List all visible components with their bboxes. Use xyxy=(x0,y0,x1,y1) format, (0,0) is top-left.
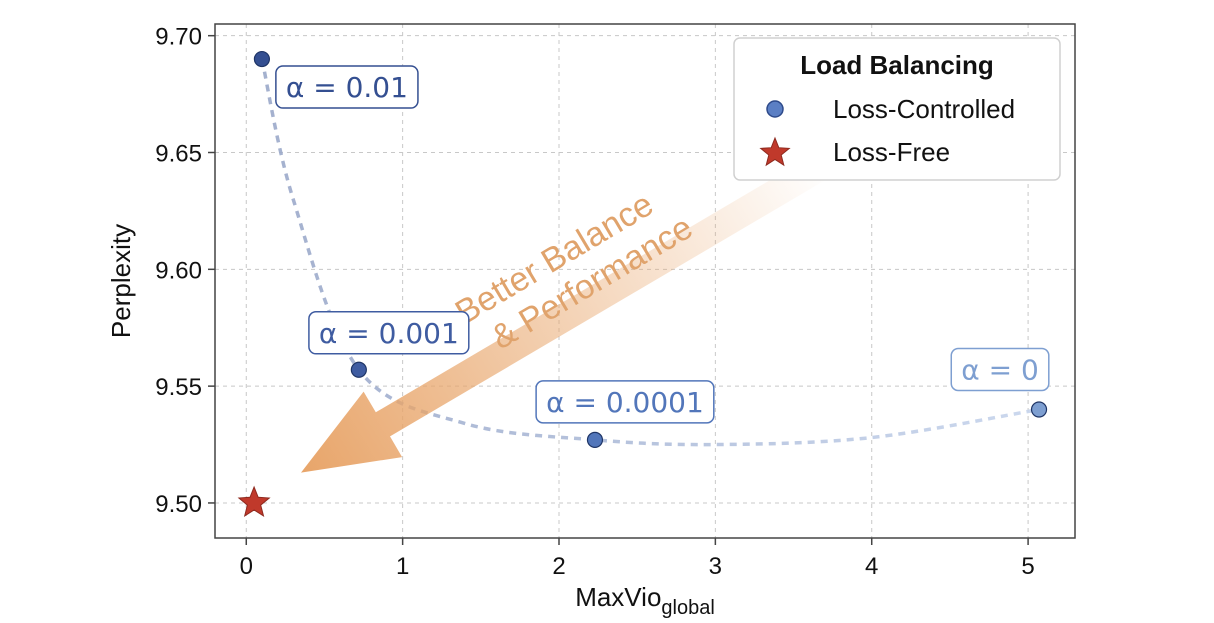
legend-circle-marker xyxy=(766,100,784,118)
grid-lines xyxy=(215,24,1075,538)
x-axis-label-subscript: global xyxy=(661,597,714,619)
legend-star-marker xyxy=(759,136,791,167)
point-label-box xyxy=(275,65,419,109)
y-tick-label: 9.65 xyxy=(155,141,202,168)
y-axis-ticks: 9.50 9.55 9.60 9.65 9.70 xyxy=(155,24,215,518)
y-tick-label: 9.55 xyxy=(155,374,202,401)
legend: Load Balancing Loss-Controlled Loss-Free xyxy=(733,37,1061,181)
legend-label-loss-free: Loss-Free xyxy=(833,137,950,167)
point-label-box xyxy=(535,380,715,424)
x-tick-label: 4 xyxy=(865,553,878,580)
legend-title: Load Balancing xyxy=(800,50,994,80)
x-tick-label: 0 xyxy=(240,553,253,580)
y-tick-label: 9.60 xyxy=(155,257,202,284)
arrow-shape xyxy=(301,152,832,473)
data-point-loss-controlled xyxy=(586,431,604,448)
x-axis-ticks: 0 1 2 3 4 5 xyxy=(240,538,1035,580)
plot-frame xyxy=(214,23,1076,539)
x-axis-label: MaxVioglobal xyxy=(575,582,715,619)
point-label-text: α = 0.01 xyxy=(286,71,408,104)
data-point-loss-controlled xyxy=(253,50,271,68)
point-label-text: α = 0.0001 xyxy=(546,386,704,419)
data-point-loss-controlled xyxy=(350,361,367,378)
point-label: α = 0 xyxy=(950,347,1050,392)
point-label-box xyxy=(950,347,1050,392)
legend-label-loss-controlled: Loss-Controlled xyxy=(833,94,1015,124)
y-axis-label: Perplexity xyxy=(106,224,136,338)
x-tick-label: 5 xyxy=(1021,553,1034,580)
point-label: α = 0.0001 xyxy=(535,380,715,424)
point-labels: α = 0.01 α = 0.001 α = 0.0001 α = 0 xyxy=(275,65,1050,424)
point-label: α = 0.001 xyxy=(308,311,470,355)
data-point-loss-controlled xyxy=(1030,401,1048,418)
data-point-loss-free xyxy=(237,485,271,517)
data-points xyxy=(237,50,1048,517)
legend-box xyxy=(733,37,1061,181)
x-tick-label: 2 xyxy=(552,553,565,580)
point-label-box xyxy=(308,311,470,355)
x-tick-label: 1 xyxy=(396,553,409,580)
y-tick-label: 9.50 xyxy=(155,491,202,518)
y-tick-label: 9.70 xyxy=(155,24,202,51)
point-label: α = 0.01 xyxy=(275,65,419,109)
x-tick-label: 3 xyxy=(709,553,722,580)
point-label-text: α = 0.001 xyxy=(319,317,459,350)
point-label-text: α = 0 xyxy=(961,354,1039,387)
